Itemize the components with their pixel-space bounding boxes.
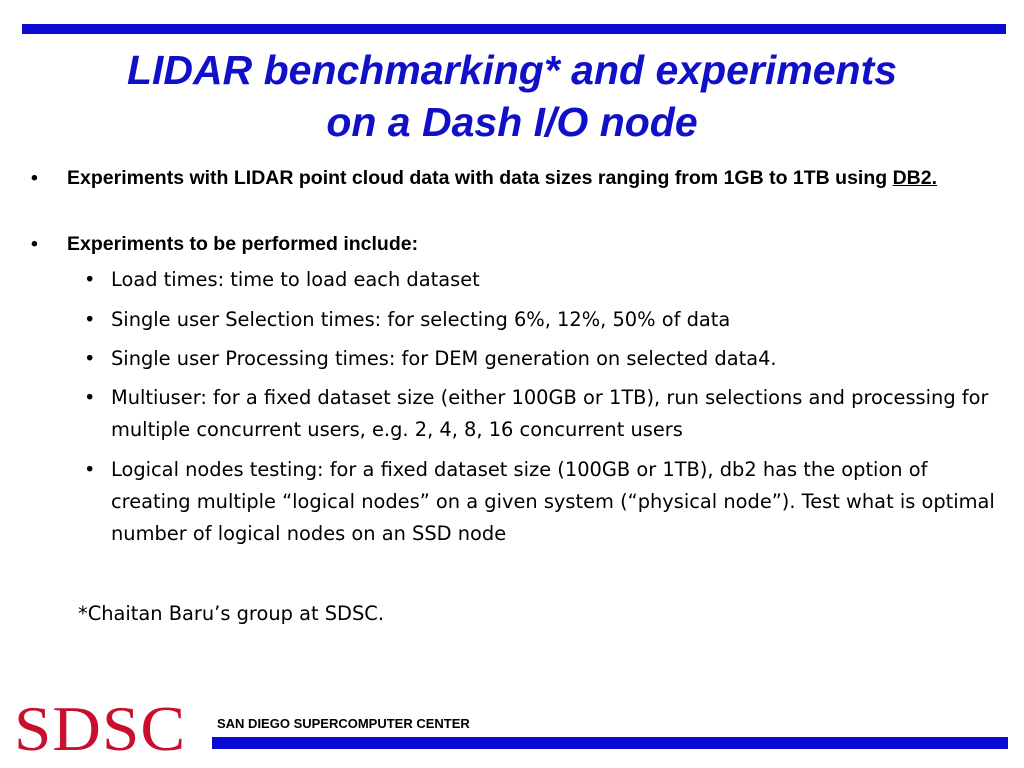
- sub-bullet-multiuser: • Multiuser: for a fixed dataset size (e…: [84, 382, 999, 446]
- sub-bullet-text: Single user Selection times: for selecti…: [111, 308, 731, 331]
- slide-title-line-2: on a Dash I/O node: [326, 99, 698, 145]
- bullet-text: Experiments to be performed include:: [67, 233, 419, 255]
- sub-bullet-text: Multiuser: for a fixed dataset size (eit…: [111, 386, 989, 441]
- sub-bullet-marker: •: [84, 268, 96, 291]
- sub-bullet-marker: •: [84, 347, 96, 370]
- db2-link[interactable]: DB2.: [892, 167, 938, 189]
- bullet-text-main: Experiments with LIDAR point cloud data …: [67, 167, 893, 189]
- sub-bullet-marker: •: [84, 458, 96, 481]
- bullet-text: Experiments with LIDAR point cloud data …: [67, 166, 991, 191]
- slide-title-line-1: LIDAR benchmarking* and experiments: [126, 47, 898, 93]
- sub-bullet-marker: •: [84, 386, 96, 409]
- sub-bullet-marker: •: [84, 308, 96, 331]
- sub-bullet-processing-times: • Single user Processing times: for DEM …: [84, 343, 999, 375]
- sdsc-logo: SDSC: [14, 693, 187, 764]
- footer-org-name: SAN DIEGO SUPERCOMPUTER CENTER: [217, 716, 470, 731]
- sub-bullet-text: Load times: time to load each dataset: [111, 268, 480, 291]
- footnote: *Chaitan Baru’s group at SDSC.: [78, 602, 384, 625]
- bottom-divider-bar: [212, 737, 1008, 749]
- bullet-marker: •: [31, 167, 38, 189]
- bullet-item-1: • Experiments with LIDAR point cloud dat…: [31, 166, 991, 191]
- slide-title: LIDAR benchmarking* and experiments on a…: [0, 44, 1024, 148]
- sub-bullet-text: Logical nodes testing: for a fixed datas…: [111, 458, 995, 545]
- top-divider-bar: [22, 24, 1006, 34]
- bullet-item-2: • Experiments to be performed include:: [31, 232, 991, 257]
- sub-bullet-logical-nodes: • Logical nodes testing: for a fixed dat…: [84, 454, 999, 550]
- bullet-marker: •: [31, 233, 38, 255]
- sub-bullet-text: Single user Processing times: for DEM ge…: [111, 347, 777, 370]
- sub-bullet-load-times: • Load times: time to load each dataset: [84, 264, 999, 296]
- sub-bullet-selection-times: • Single user Selection times: for selec…: [84, 304, 999, 336]
